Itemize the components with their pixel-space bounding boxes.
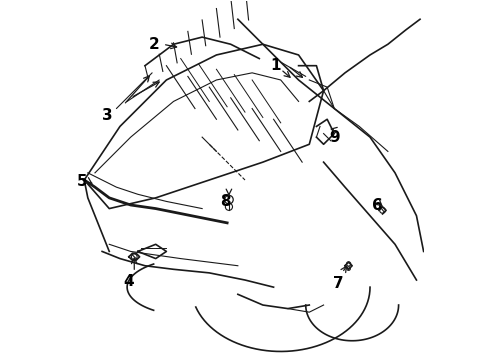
Text: 8: 8	[220, 194, 231, 209]
Text: 4: 4	[123, 274, 134, 289]
Text: 5: 5	[77, 174, 88, 189]
Text: 6: 6	[372, 198, 383, 212]
Text: 2: 2	[148, 37, 159, 52]
Text: 1: 1	[270, 58, 281, 73]
Text: 9: 9	[329, 130, 340, 145]
Text: 3: 3	[102, 108, 113, 123]
Text: 7: 7	[333, 276, 343, 291]
